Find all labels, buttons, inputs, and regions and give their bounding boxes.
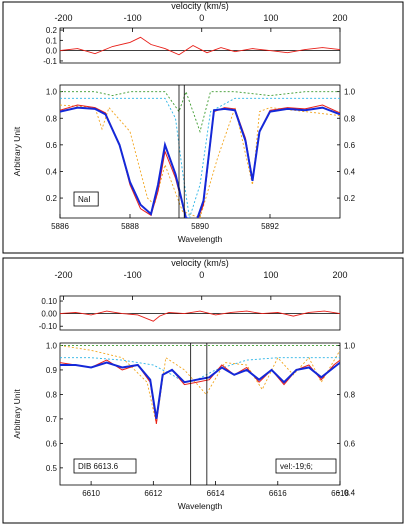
panel-frame (2, 257, 404, 524)
model-component-line (60, 344, 340, 424)
velocity-tick-label: -200 (54, 13, 72, 23)
residual-tick-label: 0.00 (41, 310, 57, 319)
x-tick-label: 5892 (261, 222, 279, 231)
velocity-tick-label: -100 (124, 270, 142, 280)
right-y-tick-label: 0.4 (344, 167, 356, 176)
residual-tick-label: 0.10 (41, 297, 57, 306)
right-y-tick-label: 0.8 (344, 390, 356, 399)
right-y-tick-label: 0.6 (344, 141, 356, 150)
label-box (73, 458, 137, 474)
velocity-axis-title: velocity (km/s) (171, 1, 229, 11)
right-y-tick-label: 0.2 (344, 194, 356, 203)
model-component-line (60, 97, 340, 218)
left-y-tick-label: 0.7 (46, 415, 58, 424)
x-tick-label: 6612 (144, 489, 162, 498)
left-y-tick-label: 0.5 (46, 464, 58, 473)
x-tick-label: 5888 (121, 222, 139, 231)
x-tick-label: 5886 (51, 222, 69, 231)
right-y-tick-label: 0.8 (344, 114, 356, 123)
x-tick-label: 6616 (269, 489, 287, 498)
left-y-tick-label: 0.6 (46, 439, 58, 448)
y-axis-label: Arbitrary Unit (12, 389, 22, 439)
residual-plot-box (59, 295, 341, 331)
label-box (73, 191, 99, 207)
spectrum-line (60, 361, 340, 420)
left-y-tick-label: 0.8 (46, 114, 58, 123)
left-y-tick-label: 0.2 (46, 194, 58, 203)
label-box-right (275, 458, 337, 474)
spectrum-line (60, 104, 340, 218)
x-tick-label: 5890 (191, 222, 209, 231)
left-y-tick-label: 0.8 (46, 390, 58, 399)
main-plot-box (59, 342, 341, 486)
label-box-text: NaI (78, 195, 90, 204)
left-y-tick-label: 1.0 (46, 341, 58, 350)
residual-tick-label: -0.1 (43, 57, 57, 66)
label-box-right-text: vel:-19;6; (280, 462, 313, 471)
panel-frame (2, 1, 404, 254)
x-axis-label: Wavelength (178, 501, 223, 511)
residual-tick-label: 0.2 (46, 26, 58, 35)
velocity-tick-label: -100 (124, 13, 142, 23)
main-plot-box (59, 84, 341, 219)
velocity-tick-label: 200 (332, 13, 347, 23)
left-y-tick-label: 0.6 (46, 141, 58, 150)
left-y-tick-label: 1.0 (46, 88, 58, 97)
x-tick-label: 6618 (331, 489, 349, 498)
y-axis-label: Arbitrary Unit (12, 126, 22, 176)
left-y-tick-label: 0.9 (46, 366, 58, 375)
residual-tick-label: 0.1 (46, 36, 58, 45)
residual-tick-label: 0.0 (46, 47, 58, 56)
velocity-tick-label: 100 (263, 270, 278, 280)
velocity-tick-label: 0 (199, 13, 204, 23)
spectrum-line (60, 106, 340, 218)
right-y-tick-label: 0.6 (344, 439, 356, 448)
velocity-tick-label: -200 (54, 270, 72, 280)
right-y-tick-label: 1.0 (344, 88, 356, 97)
left-y-tick-label: 0.4 (46, 167, 58, 176)
model-component-line (60, 104, 340, 218)
residual-plot-box (59, 27, 341, 64)
residual-series-line (59, 36, 341, 56)
x-axis-label: Wavelength (178, 234, 223, 244)
model-component-line (60, 357, 340, 383)
model-component-line (60, 90, 340, 134)
velocity-tick-label: 0 (199, 270, 204, 280)
right-y-tick-label: 1.0 (344, 341, 356, 350)
x-tick-label: 6614 (207, 489, 225, 498)
right-y-tick-label: 0.4 (344, 488, 356, 497)
velocity-tick-label: 100 (263, 13, 278, 23)
velocity-tick-label: 200 (332, 270, 347, 280)
residual-series-line (59, 310, 341, 322)
label-box-text: DIB 6613.6 (78, 462, 119, 471)
velocity-axis-title: velocity (km/s) (171, 258, 229, 268)
x-tick-label: 6610 (82, 489, 100, 498)
residual-tick-label: -0.10 (39, 322, 58, 331)
